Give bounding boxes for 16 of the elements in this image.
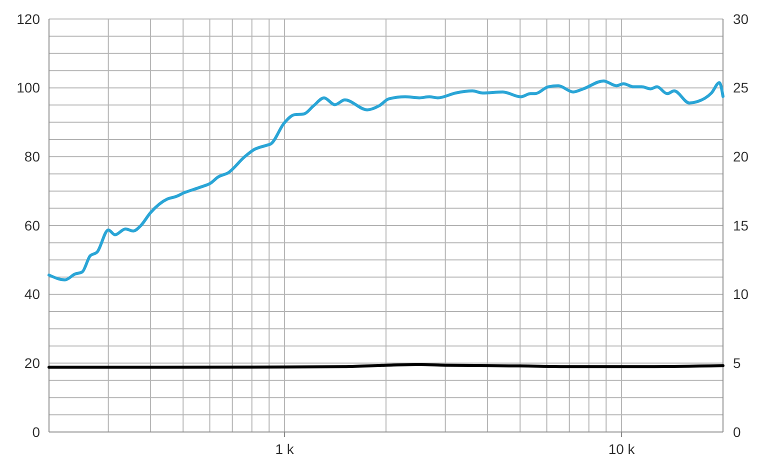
y2-tick-label: 5 — [733, 355, 741, 372]
y2-tick-label: 10 — [733, 286, 749, 302]
y2-tick-label: 15 — [733, 217, 749, 234]
y-tick-label: 80 — [24, 148, 40, 165]
y-tick-label: 60 — [24, 217, 40, 234]
y2-tick-label: 25 — [733, 80, 749, 96]
y-tick-label: 100 — [16, 80, 40, 96]
y2-tick-label: 20 — [733, 148, 749, 165]
y-tick-label: 20 — [24, 355, 40, 372]
y-tick-label: 120 — [16, 10, 40, 27]
y-tick-label: 40 — [24, 286, 40, 302]
y-tick-label: 0 — [32, 424, 40, 440]
x-tick-label: 10 k — [608, 441, 636, 457]
y2-tick-label: 0 — [733, 424, 741, 440]
x-tick-label: 1 k — [275, 441, 295, 457]
y2-tick-label: 30 — [733, 10, 749, 27]
